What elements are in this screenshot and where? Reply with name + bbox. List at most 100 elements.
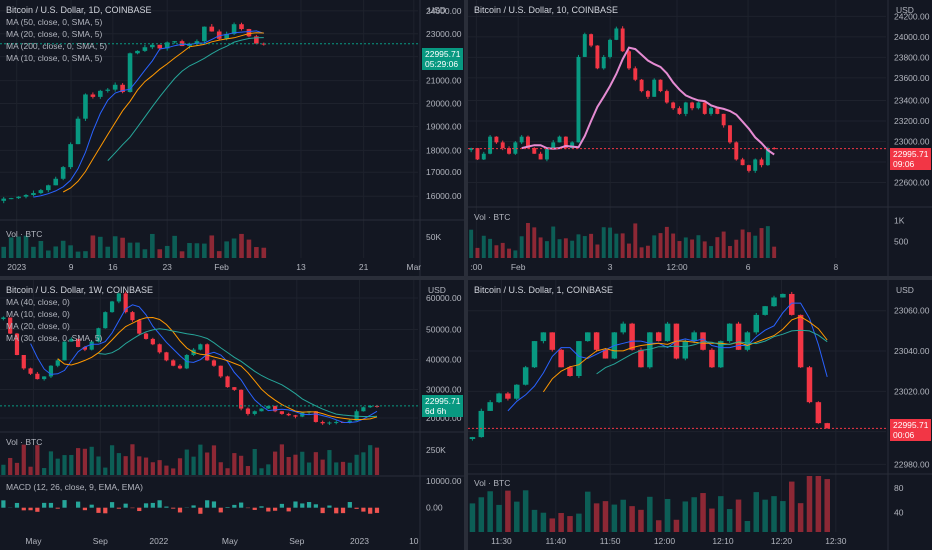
candle-body: [824, 423, 830, 429]
macd-histogram-bar: [42, 502, 47, 508]
volume-bar: [487, 491, 493, 532]
currency-label: USD: [896, 5, 914, 15]
volume-bar: [709, 508, 715, 532]
price-tick-label: 23000.00: [894, 136, 930, 146]
volume-bar: [806, 476, 813, 532]
candle-body: [772, 148, 777, 150]
indicator-ma10[interactable]: MA (10, close, 0): [6, 309, 70, 319]
volume-bar: [172, 235, 177, 258]
price-tick-label: 23060.00: [894, 306, 930, 316]
candle-body: [582, 34, 587, 57]
candle-body: [589, 34, 594, 46]
candle-body: [224, 33, 229, 39]
volume-bar: [123, 456, 128, 475]
chart-title[interactable]: Bitcoin / U.S. Dollar, 1D, COINBASE: [6, 5, 152, 15]
macd-histogram-bar: [109, 502, 115, 508]
candle-body: [211, 360, 217, 366]
candle-body: [75, 118, 81, 145]
macd-histogram-bar: [143, 503, 149, 508]
volume-tick-label: 50K: [426, 232, 441, 242]
indicator-ma50[interactable]: MA (50, close, 0, SMA, 5): [6, 17, 103, 27]
volume-bar: [98, 236, 103, 258]
volume-bar: [709, 246, 713, 258]
chart-pane-1m[interactable]: 23060.0023040.0023020.0023000.0022980.00…: [468, 280, 932, 550]
macd-histogram-bar: [225, 507, 230, 508]
candle-body: [231, 24, 237, 34]
volume-bar: [232, 453, 237, 475]
countdown: 6d 6h: [425, 406, 447, 416]
candle-body: [120, 84, 125, 93]
volume-bar: [62, 455, 67, 475]
volume-bar: [567, 516, 573, 532]
candle-body: [8, 198, 14, 200]
volume-bar: [475, 247, 480, 258]
candle-body: [620, 323, 626, 333]
indicator-ma20[interactable]: MA (20, close, 0, SMA, 5): [6, 29, 103, 39]
candle-body: [788, 293, 795, 315]
volume-bar: [120, 237, 125, 258]
candle-body: [740, 159, 745, 166]
volume-bar: [797, 503, 804, 532]
volume-bar: [103, 467, 108, 475]
chart-svg: 24000.0023000.0022000.0021000.0020000.00…: [0, 0, 464, 276]
candle-body: [671, 102, 676, 109]
volume-bar: [602, 501, 609, 532]
candle-body: [576, 341, 582, 376]
volume-bar: [721, 231, 726, 258]
chart-pane-10m[interactable]: 24200.00 24000.00 23800.00 23600.00 23400.00…: [468, 0, 932, 276]
volume-bar: [496, 504, 502, 532]
candle-body: [55, 360, 60, 366]
volume-bar: [327, 450, 332, 475]
indicator-ma20[interactable]: MA (20, close, 0): [6, 321, 70, 331]
chart-pane-1d[interactable]: 24000.0023000.0022000.0021000.0020000.00…: [0, 0, 464, 276]
vertical-divider[interactable]: [464, 0, 468, 550]
currency-label: USD: [896, 285, 914, 295]
time-tick-label: :00: [470, 262, 482, 272]
candle-body: [245, 408, 251, 414]
chart-pane-1w[interactable]: 60000.00 50000.00 40000.00 30000.00 20000.00…: [0, 280, 464, 550]
candle-body: [696, 102, 701, 109]
candle-body: [279, 411, 284, 414]
volume-bar: [702, 241, 707, 258]
indicator-ma30[interactable]: MA (30, close, 0, SMA, 5): [6, 333, 103, 343]
volume-bar: [715, 237, 720, 258]
indicator-ma10[interactable]: MA (10, close, 0, SMA, 5): [6, 53, 103, 63]
candle-body: [98, 90, 103, 97]
currency-label: USD: [428, 5, 446, 15]
volume-bar: [286, 457, 291, 475]
volume-bar: [8, 457, 13, 475]
chart-title[interactable]: Bitcoin / U.S. Dollar, 1W, COINBASE: [6, 285, 154, 295]
volume-bar: [279, 444, 284, 475]
volume-bar: [368, 445, 373, 475]
indicator-ma40[interactable]: MA (40, close, 0): [6, 297, 70, 307]
candle-body: [475, 148, 480, 160]
macd-histogram-bar: [232, 504, 237, 508]
macd-histogram-bar: [35, 507, 40, 512]
volume-bar: [488, 238, 493, 258]
volume-bar: [759, 228, 764, 258]
candle-body: [172, 41, 177, 43]
candle-body: [45, 185, 51, 191]
candle-body: [595, 45, 600, 69]
volume-bar: [306, 462, 312, 475]
volume-bar: [500, 242, 505, 258]
price-tick-label: 23040.00: [894, 346, 930, 356]
indicator-ma200[interactable]: MA (200, close, 0, SMA, 5): [6, 41, 108, 51]
volume-bar: [584, 491, 591, 532]
candle-body: [150, 338, 155, 345]
candle-body: [593, 332, 600, 350]
volume-bar: [696, 235, 701, 258]
volume-bar: [209, 235, 215, 258]
candle-body: [531, 341, 538, 368]
candle-body: [702, 102, 707, 114]
time-tick-label: Feb: [214, 262, 229, 272]
candle-body: [629, 323, 635, 350]
candle-body: [62, 341, 67, 361]
chart-title[interactable]: Bitcoin / U.S. Dollar, 10, COINBASE: [474, 5, 619, 15]
volume-bar: [505, 490, 511, 532]
candle-body: [112, 84, 118, 90]
chart-title[interactable]: Bitcoin / U.S. Dollar, 1, COINBASE: [474, 285, 614, 295]
candle-body: [179, 41, 185, 47]
moving-average-line: [57, 316, 378, 421]
horizontal-divider[interactable]: [0, 276, 932, 280]
